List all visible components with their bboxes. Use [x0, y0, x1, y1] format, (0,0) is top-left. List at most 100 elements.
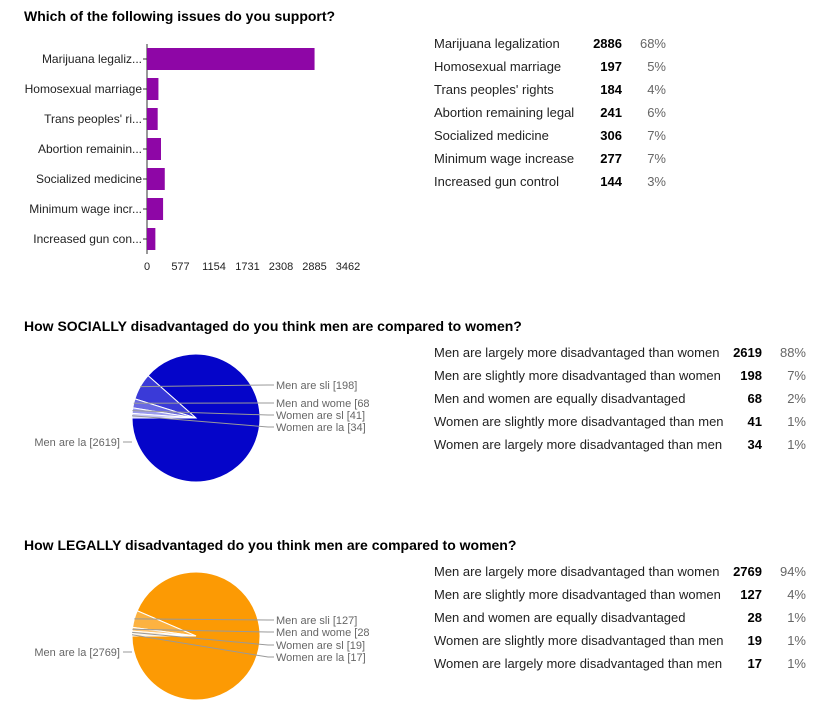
summary-percent: 1% — [787, 656, 806, 671]
x-tick-label: 3462 — [336, 261, 360, 273]
summary-label: Women are largely more disadvantaged tha… — [434, 656, 723, 671]
summary-percent: 94% — [779, 564, 806, 579]
pie-leader-line — [132, 628, 274, 633]
x-tick-label: 1731 — [235, 261, 259, 273]
summary-row: Women are largely more disadvantaged tha… — [434, 652, 806, 675]
pie-leader-line — [132, 410, 274, 416]
pie-slice-label: Men are sli [127] — [276, 615, 357, 627]
summary-label: Women are slightly more disadvantaged th… — [434, 414, 724, 429]
summary-row: Men are largely more disadvantaged than … — [434, 560, 806, 583]
summary-percent: 7% — [647, 128, 666, 143]
summary-percent: 1% — [787, 610, 806, 625]
summary-row: Homosexual marriage 197 5% — [434, 55, 666, 78]
summary-table-issues: Marijuana legalization 2886 68% Homosexual … — [434, 32, 666, 193]
summary-count: 19 — [747, 633, 762, 648]
pie-slice-label: Women are sl [19] — [276, 640, 365, 652]
summary-row: Women are slightly more disadvantaged th… — [434, 410, 806, 433]
summary-count: 34 — [747, 437, 762, 452]
summary-label: Men are slightly more disadvantaged than… — [434, 587, 721, 602]
bar — [147, 108, 158, 130]
summary-row: Socialized medicine 306 7% — [434, 124, 666, 147]
summary-percent: 6% — [647, 105, 666, 120]
bar — [147, 168, 165, 190]
summary-row: Men are slightly more disadvantaged than… — [434, 583, 806, 606]
summary-label: Men and women are equally disadvantaged — [434, 391, 686, 406]
summary-row: Trans peoples' rights 184 4% — [434, 78, 666, 101]
summary-label: Women are largely more disadvantaged tha… — [434, 437, 723, 452]
bar — [147, 198, 164, 220]
summary-label: Abortion remaining legal — [434, 105, 575, 120]
pie-slice-label: Women are la [34] — [276, 422, 366, 434]
summary-percent: 3% — [647, 174, 666, 189]
pie-leader-line — [131, 415, 274, 428]
summary-row: Men are slightly more disadvantaged than… — [434, 364, 806, 387]
pie-leader-line — [132, 631, 274, 646]
pie-slice-label: Men are la [2769] — [34, 647, 120, 659]
summary-label: Socialized medicine — [434, 128, 549, 143]
summary-percent: 4% — [787, 587, 806, 602]
summary-label: Men are slightly more disadvantaged than… — [434, 368, 721, 383]
bar-category-label: Marijuana legaliz... — [42, 52, 142, 66]
pie-leader-line — [134, 618, 274, 621]
summary-percent: 88% — [779, 345, 806, 360]
summary-percent: 4% — [647, 82, 666, 97]
summary-count: 2619 — [733, 345, 762, 360]
summary-row: Men and women are equally disadvantaged 2… — [434, 606, 806, 629]
summary-count: 28 — [747, 610, 762, 625]
bar-category-label: Abortion remainin... — [38, 142, 142, 156]
bar — [147, 138, 161, 160]
summary-row: Women are slightly more disadvantaged th… — [434, 629, 806, 652]
summary-row: Increased gun control 144 3% — [434, 170, 666, 193]
summary-percent: 7% — [647, 151, 666, 166]
summary-row: Men and women are equally disadvantaged 6… — [434, 387, 806, 410]
summary-row: Abortion remaining legal 241 6% — [434, 101, 666, 124]
summary-label: Men are largely more disadvantaged than … — [434, 345, 720, 360]
x-tick-label: 0 — [144, 261, 150, 273]
summary-percent: 1% — [787, 414, 806, 429]
pie-slice-label: Women are sl [41] — [276, 410, 365, 422]
summary-row: Men are largely more disadvantaged than … — [434, 341, 806, 364]
summary-percent: 2% — [787, 391, 806, 406]
summary-count: 241 — [600, 105, 622, 120]
summary-percent: 1% — [787, 437, 806, 452]
bar-category-label: Minimum wage incr... — [29, 202, 142, 216]
summary-percent: 1% — [787, 633, 806, 648]
summary-count: 277 — [600, 151, 622, 166]
x-tick-label: 577 — [171, 261, 189, 273]
summary-count: 198 — [740, 368, 762, 383]
summary-label: Increased gun control — [434, 174, 560, 189]
bar — [147, 228, 156, 250]
pie-leader-line — [131, 634, 274, 658]
pie-slice-label: Men and wome [68 — [276, 398, 370, 410]
summary-label: Homosexual marriage — [434, 59, 562, 74]
summary-count: 306 — [600, 128, 622, 143]
summary-count: 2886 — [593, 36, 622, 51]
bar-category-label: Socialized medicine — [36, 172, 142, 186]
x-tick-label: 2885 — [302, 261, 326, 273]
summary-label: Minimum wage increase — [434, 151, 575, 166]
summary-label: Women are slightly more disadvantaged th… — [434, 633, 724, 648]
summary-label: Men are largely more disadvantaged than … — [434, 564, 720, 579]
summary-label: Trans peoples' rights — [434, 82, 554, 97]
summary-count: 127 — [740, 587, 762, 602]
bar-category-label: Increased gun con... — [33, 232, 142, 246]
bar — [147, 48, 315, 70]
summary-label: Marijuana legalization — [434, 36, 560, 51]
bar-category-label: Homosexual marriage — [25, 82, 143, 96]
summary-row: Marijuana legalization 2886 68% — [434, 32, 666, 55]
summary-row: Women are largely more disadvantaged tha… — [434, 433, 806, 456]
summary-label: Men and women are equally disadvantaged — [434, 610, 686, 625]
summary-percent: 5% — [647, 59, 666, 74]
summary-percent: 7% — [787, 368, 806, 383]
question-title-social: How SOCIALLY disadvantaged do you think … — [24, 318, 522, 334]
pie-slice-label: Men and wome [28 — [276, 627, 370, 639]
bar-category-label: Trans peoples' ri... — [44, 112, 142, 126]
summary-count: 68 — [747, 391, 762, 406]
pie-slice-label: Men are la [2619] — [34, 437, 120, 449]
pie-slice-label: Women are la [17] — [276, 652, 366, 664]
x-tick-label: 1154 — [202, 261, 226, 273]
question-title-issues: Which of the following issues do you sup… — [24, 8, 336, 24]
summary-count: 144 — [600, 174, 622, 189]
summary-row: Minimum wage increase 277 7% — [434, 147, 666, 170]
